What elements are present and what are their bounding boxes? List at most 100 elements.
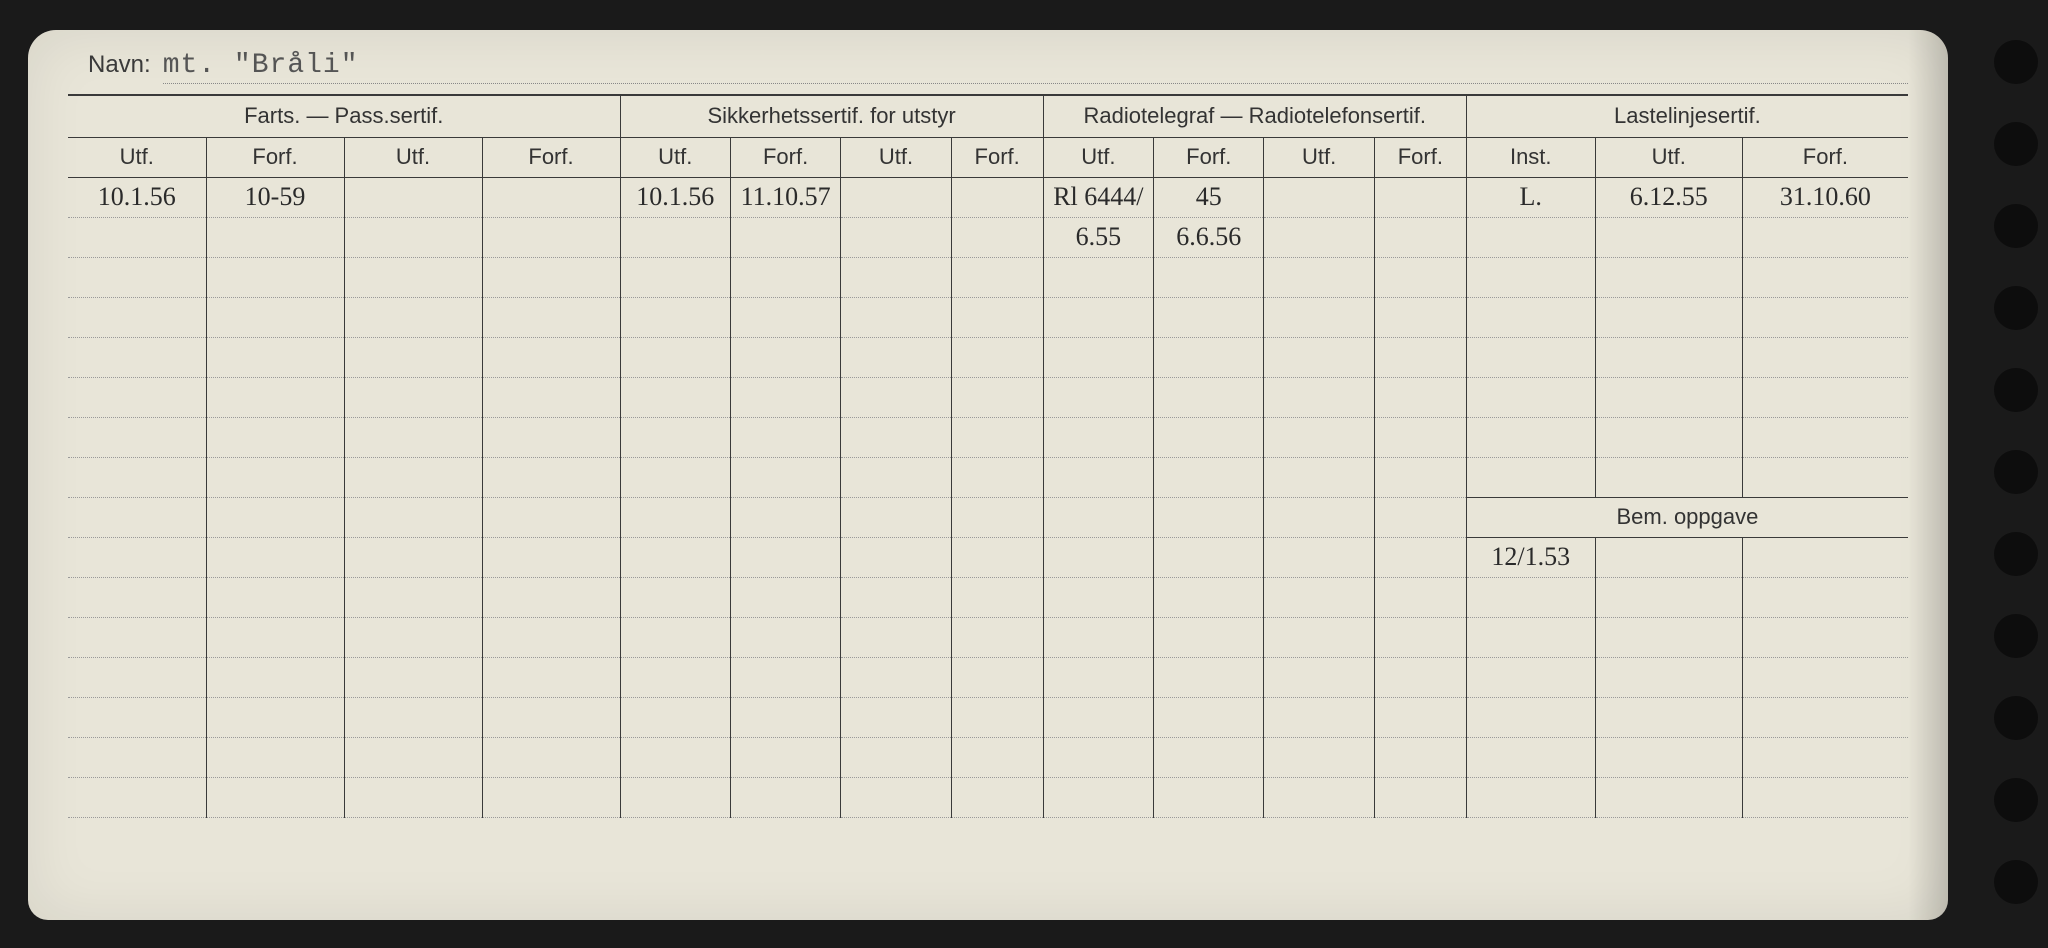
cell xyxy=(206,217,344,257)
cell xyxy=(344,457,482,497)
cell xyxy=(1154,377,1264,417)
cell xyxy=(1043,337,1153,377)
cell xyxy=(344,617,482,657)
cell xyxy=(1595,617,1742,657)
cell xyxy=(841,177,951,217)
cell: 10-59 xyxy=(206,177,344,217)
cell xyxy=(1742,377,1908,417)
cell xyxy=(206,697,344,737)
cell xyxy=(1154,777,1264,817)
punch-hole xyxy=(1994,860,2038,904)
cell xyxy=(951,297,1043,337)
cell: 6.55 xyxy=(1043,217,1153,257)
cell xyxy=(1043,737,1153,777)
cell xyxy=(951,377,1043,417)
cell xyxy=(482,177,620,217)
col-utf: Utf. xyxy=(1264,137,1374,177)
group-farts: Farts. — Pass.sertif. xyxy=(68,95,620,137)
cell xyxy=(620,457,730,497)
cell xyxy=(206,257,344,297)
col-forf: Forf. xyxy=(730,137,840,177)
cell xyxy=(344,217,482,257)
cell xyxy=(344,577,482,617)
cell xyxy=(620,577,730,617)
cell xyxy=(1374,417,1466,457)
col-forf: Forf. xyxy=(1742,137,1908,177)
cell xyxy=(1154,257,1264,297)
table-row xyxy=(68,337,1908,377)
cell xyxy=(1466,617,1595,657)
cell xyxy=(841,577,951,617)
cell xyxy=(1374,777,1466,817)
cell xyxy=(1264,177,1374,217)
col-utf: Utf. xyxy=(68,137,206,177)
cell xyxy=(1466,377,1595,417)
cell: 45 xyxy=(1154,177,1264,217)
cell xyxy=(344,537,482,577)
col-inst: Inst. xyxy=(1466,137,1595,177)
cell xyxy=(1595,417,1742,457)
cell xyxy=(1374,377,1466,417)
cell xyxy=(482,777,620,817)
bem-oppgave-value-row: 12/1.53 xyxy=(68,537,1908,577)
cell xyxy=(951,257,1043,297)
cell xyxy=(1466,337,1595,377)
cell xyxy=(730,777,840,817)
cell xyxy=(1742,537,1908,577)
cell xyxy=(1595,457,1742,497)
cell xyxy=(1154,297,1264,337)
cell xyxy=(1154,617,1264,657)
cell xyxy=(68,417,206,457)
cell xyxy=(951,737,1043,777)
cell xyxy=(730,737,840,777)
cell xyxy=(344,337,482,377)
punch-hole xyxy=(1994,368,2038,412)
cell xyxy=(1264,377,1374,417)
cell xyxy=(482,457,620,497)
cell xyxy=(68,537,206,577)
cell xyxy=(730,657,840,697)
navn-value: mt. "Bråli" xyxy=(163,50,1908,84)
cell xyxy=(68,217,206,257)
cell xyxy=(1595,657,1742,697)
cell xyxy=(1154,457,1264,497)
cell xyxy=(841,737,951,777)
cell xyxy=(482,257,620,297)
cell xyxy=(1466,577,1595,617)
cell xyxy=(1374,537,1466,577)
cell xyxy=(344,497,482,537)
col-utf: Utf. xyxy=(841,137,951,177)
cell xyxy=(1742,617,1908,657)
cell xyxy=(482,577,620,617)
cell xyxy=(951,577,1043,617)
cell xyxy=(1043,777,1153,817)
cell xyxy=(1742,457,1908,497)
cell xyxy=(730,537,840,577)
cell xyxy=(482,377,620,417)
table-row xyxy=(68,457,1908,497)
cell xyxy=(482,417,620,457)
cell xyxy=(1264,337,1374,377)
cell xyxy=(1742,217,1908,257)
cell xyxy=(841,337,951,377)
punch-hole xyxy=(1994,696,2038,740)
cell xyxy=(1264,417,1374,457)
cell xyxy=(1264,737,1374,777)
cell xyxy=(730,337,840,377)
group-radio: Radiotelegraf — Radiotelefonsertif. xyxy=(1043,95,1466,137)
cell xyxy=(1264,697,1374,737)
col-forf: Forf. xyxy=(206,137,344,177)
cell xyxy=(206,537,344,577)
cell xyxy=(841,297,951,337)
cell xyxy=(1595,697,1742,737)
cell xyxy=(951,417,1043,457)
cell xyxy=(1043,497,1153,537)
cell xyxy=(951,777,1043,817)
col-forf: Forf. xyxy=(482,137,620,177)
cell xyxy=(206,377,344,417)
cell xyxy=(68,337,206,377)
cell xyxy=(841,417,951,457)
table-row xyxy=(68,257,1908,297)
cell xyxy=(1595,377,1742,417)
cell xyxy=(344,257,482,297)
